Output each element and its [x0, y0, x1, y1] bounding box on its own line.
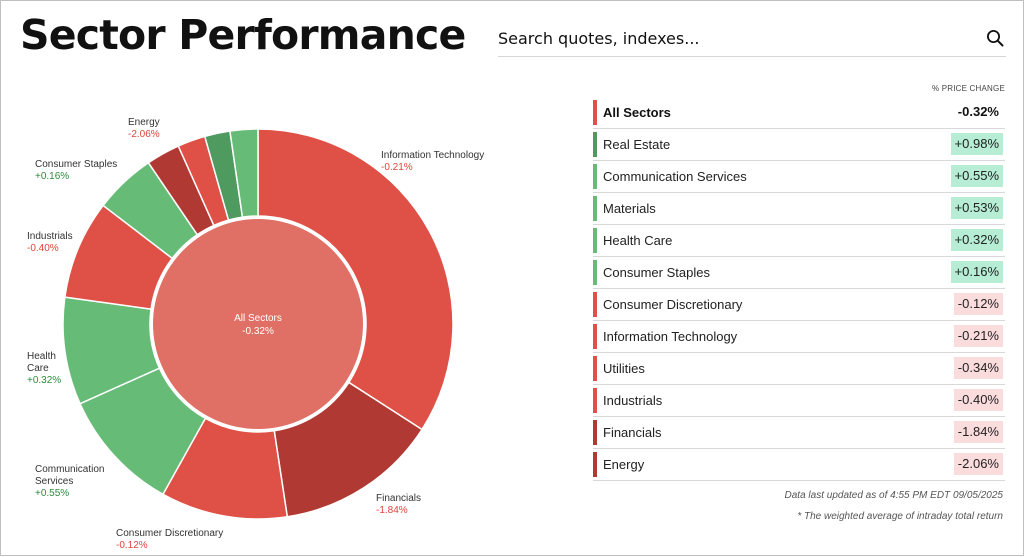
table-row[interactable]: Financials -1.84% [593, 417, 1005, 449]
table-row[interactable]: Information Technology -0.21% [593, 321, 1005, 353]
table-row-all-sectors[interactable]: All Sectors -0.32% [593, 97, 1005, 129]
table-row[interactable]: Consumer Staples +0.16% [593, 257, 1005, 289]
sector-name[interactable]: Consumer Discretionary [603, 297, 743, 312]
slice-label-value: +0.32% [27, 375, 61, 386]
search-icon[interactable] [986, 29, 1004, 47]
sector-name[interactable]: Energy [603, 457, 645, 472]
sector-change-value: +0.53% [950, 197, 1003, 219]
sector-change-value: -0.40% [953, 389, 1003, 411]
sector-name[interactable]: Communication Services [603, 169, 747, 184]
slice-label-name: Information Technology [381, 150, 484, 161]
page-title: Sector Performance [20, 11, 466, 59]
donut-slice-information-technology[interactable] [257, 128, 454, 431]
row-color-bar [593, 132, 597, 157]
sector-change-value: +0.55% [950, 165, 1003, 187]
slice-label-value: -0.12% [116, 540, 148, 551]
slice-label-name: Industrials [27, 231, 73, 242]
donut-center[interactable] [153, 219, 363, 429]
row-color-bar [593, 420, 597, 445]
row-color-bar [593, 228, 597, 253]
row-color-bar [593, 452, 597, 477]
row-color-bar [593, 260, 597, 285]
table-row[interactable]: Materials +0.53% [593, 193, 1005, 225]
row-color-bar [593, 292, 597, 317]
sector-name[interactable]: All Sectors [603, 105, 671, 120]
slice-label-value: -0.21% [381, 162, 413, 173]
slice-label-name: Energy [128, 117, 160, 128]
donut-slice-materials[interactable] [229, 128, 259, 218]
table-row[interactable]: Communication Services +0.55% [593, 161, 1005, 193]
sector-change-value: -2.06% [953, 453, 1003, 475]
table-row[interactable]: Health Care +0.32% [593, 225, 1005, 257]
sector-name[interactable]: Industrials [603, 393, 663, 408]
slice-label-name: Health [27, 351, 56, 362]
row-color-bar [593, 388, 597, 413]
sector-change-value: -0.32% [957, 104, 999, 119]
sector-name[interactable]: Consumer Staples [603, 265, 710, 280]
sector-name[interactable]: Financials [603, 425, 662, 440]
table-row[interactable]: Industrials -0.40% [593, 385, 1005, 417]
slice-label-name: Financials [376, 493, 421, 504]
center-label: All Sectors [234, 313, 282, 324]
sector-name[interactable]: Real Estate [603, 137, 671, 152]
sector-change-value: -1.84% [953, 421, 1003, 443]
sector-change-value: -0.12% [953, 293, 1003, 315]
table-row[interactable]: Consumer Discretionary -0.12% [593, 289, 1005, 321]
sector-name[interactable]: Materials [603, 201, 656, 216]
sector-change-value: -0.21% [953, 325, 1003, 347]
slice-label-name: Communication [35, 464, 104, 475]
center-value: -0.32% [242, 326, 274, 337]
slice-label-value: -1.84% [376, 505, 408, 516]
slice-label-value: -2.06% [128, 129, 160, 140]
row-color-bar [593, 356, 597, 381]
row-color-bar [593, 196, 597, 221]
slice-label-value: +0.55% [35, 488, 69, 499]
slice-label-value: +0.16% [35, 171, 69, 182]
sector-name[interactable]: Utilities [603, 361, 645, 376]
sector-table: % PRICE CHANGE All Sectors -0.32% Real Est… [593, 81, 1005, 481]
search-input[interactable]: Search quotes, indexes... [498, 29, 700, 48]
table-rows: All Sectors -0.32% Real Estate +0.98% Commun… [593, 97, 1005, 481]
weighted-average-note: * The weighted average of intraday total… [797, 511, 1003, 522]
row-color-bar [593, 324, 597, 349]
table-row[interactable]: Real Estate +0.98% [593, 129, 1005, 161]
sector-change-value: +0.98% [950, 133, 1003, 155]
sector-change-value: -0.34% [953, 357, 1003, 379]
sector-change-value: +0.16% [950, 261, 1003, 283]
slice-label-name: Consumer Staples [35, 159, 117, 170]
table-row[interactable]: Energy -2.06% [593, 449, 1005, 481]
sector-change-value: +0.32% [950, 229, 1003, 251]
sector-name[interactable]: Health Care [603, 233, 673, 248]
row-color-bar [593, 100, 597, 125]
last-updated-note: Data last updated as of 4:55 PM EDT 09/0… [784, 490, 1003, 501]
slice-label-name: Consumer Discretionary [116, 528, 223, 539]
row-color-bar [593, 164, 597, 189]
slice-label-value: -0.40% [27, 243, 59, 254]
sector-name[interactable]: Information Technology [603, 329, 738, 344]
slice-label-name: Care [27, 363, 49, 374]
search-box[interactable]: Search quotes, indexes... [498, 23, 1006, 57]
slice-label-name: Services [35, 476, 73, 487]
table-header: % PRICE CHANGE [931, 84, 1005, 93]
table-row[interactable]: Utilities -0.34% [593, 353, 1005, 385]
sector-donut-chart: Information Technology-0.21% Financials-1… [27, 117, 484, 551]
